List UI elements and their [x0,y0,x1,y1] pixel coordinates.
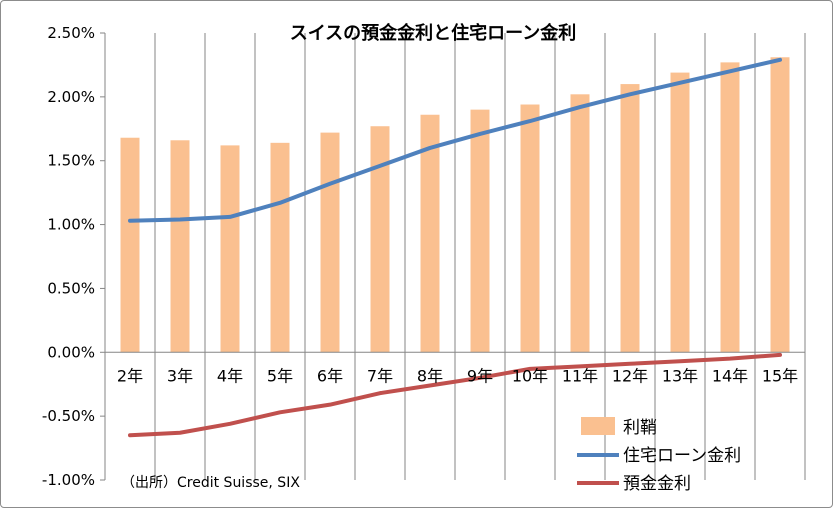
y-tick-label: 2.50% [47,24,95,42]
y-tick-labels: 2.50% 2.00% 1.50% 1.00% 0.50% 0.00% -0.50% -1.0… [42,24,95,489]
line-deposit-rate [128,352,782,438]
x-tick-label: 10年 [512,366,548,385]
x-tick-label: 6年 [317,366,343,385]
x-tick-label: 7年 [367,366,393,385]
bar-margin [120,137,140,353]
x-tick-label: 5年 [267,366,293,385]
line-series [128,57,782,438]
bar-margin [770,57,790,353]
legend-label-deposit: 預金金利 [623,474,691,494]
y-tick-label: -0.50% [42,407,95,425]
x-tick-label: 3年 [167,366,193,385]
bar-margin [470,109,490,353]
bar-margin [370,126,390,353]
x-tick-label: 12年 [612,366,648,385]
y-tick-label: 0.00% [47,343,95,361]
x-tick-label: 4年 [217,366,243,385]
chart-title: スイスの預金金利と住宅ローン金利 [290,22,577,44]
x-tick-label: 13年 [662,366,698,385]
bar-margin [270,142,290,353]
bar-series [120,57,790,353]
x-tick-label: 2年 [117,366,143,385]
line-mortgage-rate [128,57,782,223]
bar-margin [220,145,240,353]
legend-label-margin: 利鞘 [623,418,657,438]
x-tick-label: 15年 [762,366,798,385]
grid-lines [154,33,806,480]
y-tick-label: 1.00% [47,216,95,234]
y-tick-label: 2.00% [47,88,95,106]
x-tick-label: 9年 [467,366,493,385]
bar-margin [320,132,340,353]
y-tick-label: -1.00% [42,471,95,489]
y-tick-label: 0.50% [47,279,95,297]
bar-margin [570,94,590,353]
bar-margin [720,62,740,353]
legend-label-mortgage: 住宅ローン金利 [623,446,741,466]
bar-margin [670,72,690,353]
source-note: （出所）Credit Suisse, SIX [121,475,300,491]
bar-margin [520,104,540,353]
x-tick-labels: 2年 3年 4年 5年 6年 7年 8年 9年 10年 11年 12年 13年 14年 15年 [117,366,798,385]
axes [100,32,806,481]
bar-margin [170,140,190,353]
x-tick-label: 11年 [562,366,598,385]
legend: 利鞘 住宅ローン金利 預金金利 [577,417,741,494]
bar-margin [420,114,440,353]
y-tick-label: 1.50% [47,152,95,170]
bar-margin [620,84,640,353]
legend-swatch-margin [581,417,615,435]
x-tick-label: 8年 [417,366,443,385]
x-tick-label: 14年 [712,366,748,385]
